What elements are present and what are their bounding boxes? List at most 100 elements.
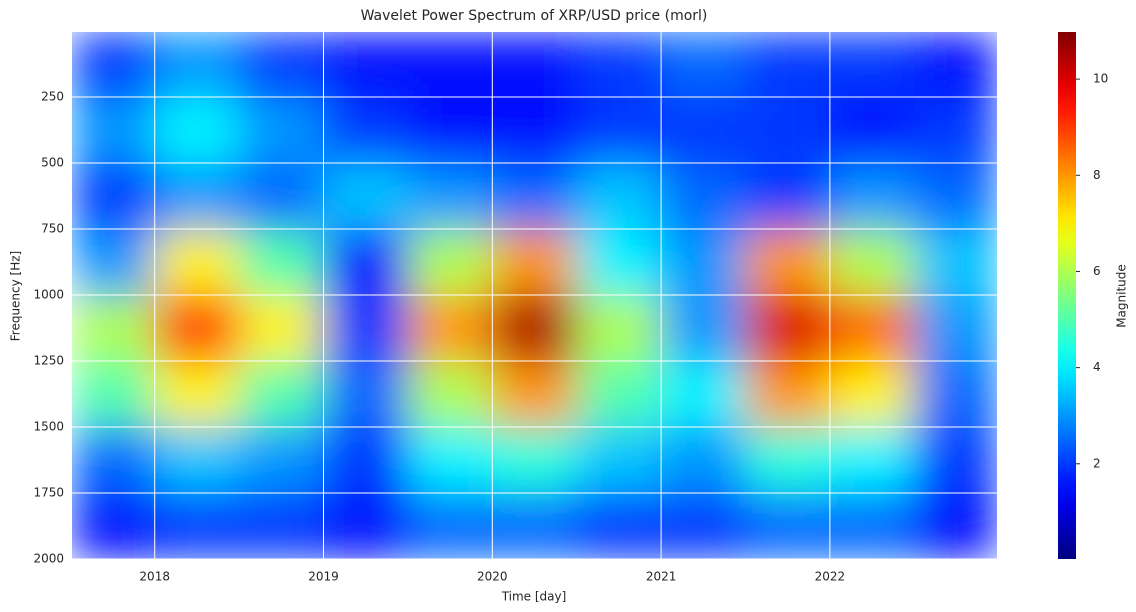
heatmap-cell [323, 32, 409, 98]
heatmap-cell [323, 492, 409, 559]
heatmap-cell [492, 162, 578, 230]
heatmap-cell [914, 492, 997, 559]
heatmap-cell [745, 162, 831, 230]
y-tick-label: 1500 [33, 419, 64, 433]
heatmap-cell [323, 294, 409, 362]
heatmap-cell [72, 32, 156, 98]
heatmap-cell [492, 228, 578, 296]
heatmap-cell [745, 228, 831, 296]
heatmap-cell [407, 360, 493, 428]
heatmap-cell [154, 96, 240, 164]
x-axis-label: Time [day] [501, 590, 567, 604]
x-tick-label: 2018 [139, 570, 170, 584]
heatmap-cell [239, 426, 325, 494]
y-tick-label: 2000 [33, 552, 64, 566]
heatmap-cell [492, 294, 578, 362]
heatmap-cell [914, 360, 997, 428]
heatmap-cell [829, 360, 915, 428]
x-tick-label: 2020 [477, 570, 508, 584]
heatmap-cell [72, 96, 156, 164]
heatmap-cell [323, 96, 409, 164]
heatmap-cell [492, 96, 578, 164]
heatmap-cell [661, 492, 746, 559]
heatmap-cell [72, 492, 156, 559]
heatmap-cell [492, 32, 578, 98]
heatmap-cell [407, 426, 493, 494]
heatmap-cell [829, 32, 915, 98]
y-tick-label: 1000 [33, 287, 64, 301]
heatmap-cell [407, 162, 493, 230]
colorbar-tick-label: 4 [1093, 360, 1101, 374]
heatmap-cell [914, 426, 997, 494]
heatmap-cell [914, 162, 997, 230]
x-tick-label: 2022 [815, 570, 846, 584]
heatmap-cell [239, 492, 325, 559]
heatmap-cell [576, 96, 662, 164]
heatmap-cell [407, 96, 493, 164]
plot-area [72, 32, 997, 559]
heatmap-cell [154, 360, 240, 428]
heatmap-cell [661, 228, 746, 296]
heatmap-cell [72, 294, 156, 362]
heatmap-cell [576, 492, 662, 559]
y-tick-label: 500 [41, 155, 64, 169]
heatmap-cell [407, 294, 493, 362]
colorbar-label: Magnitude [1115, 264, 1129, 328]
y-tick-label: 1750 [33, 485, 64, 499]
heatmap-cell [745, 360, 831, 428]
heatmap-cell [661, 96, 746, 164]
heatmap-cell [576, 360, 662, 428]
heatmap-cell [661, 32, 746, 98]
heatmap-cell [829, 162, 915, 230]
heatmap-cell [323, 360, 409, 428]
heatmap-cell [745, 96, 831, 164]
heatmap-cell [492, 426, 578, 494]
heatmap-cell [914, 294, 997, 362]
colorbar-tick-label: 8 [1093, 168, 1101, 182]
heatmap-cell [661, 162, 746, 230]
heatmap-cell [661, 294, 746, 362]
heatmap-cell [154, 228, 240, 296]
colorbar-tick-label: 6 [1093, 264, 1101, 278]
heatmap-cell [914, 32, 997, 98]
x-tick-label: 2019 [308, 570, 339, 584]
heatmap-cell [239, 32, 325, 98]
heatmap-cell [72, 426, 156, 494]
heatmap-cell [407, 492, 493, 559]
y-axis-label: Frequency [Hz] [9, 251, 23, 342]
heatmap-cell [492, 360, 578, 428]
heatmap-cell [829, 294, 915, 362]
heatmap-cell [745, 32, 831, 98]
heatmap-cell [661, 360, 746, 428]
heatmap-cell [239, 162, 325, 230]
y-tick-label: 1250 [33, 353, 64, 367]
grid [72, 32, 997, 560]
heatmap-cell [154, 492, 240, 559]
heatmap-cell [576, 228, 662, 296]
chart-title: Wavelet Power Spectrum of XRP/USD price … [361, 8, 708, 24]
heatmap-cell [323, 162, 409, 230]
heatmap-cell [829, 492, 915, 559]
heatmap-cell [576, 426, 662, 494]
heatmap-cell [914, 96, 997, 164]
heatmap-cell [72, 360, 156, 428]
heatmap-cell [154, 32, 240, 98]
heatmap-cell [72, 228, 156, 296]
heatmap-cell [239, 294, 325, 362]
y-tick-label: 250 [41, 89, 64, 103]
heatmap-cell [661, 426, 746, 494]
heatmap-cell [576, 32, 662, 98]
heatmap-cell [492, 492, 578, 559]
heatmap-cell [745, 492, 831, 559]
ticks: 2018 2019 2020 2021 2022 250 500 750 1000 1250 150… [33, 72, 1108, 584]
colorbar-tick-label: 10 [1093, 72, 1108, 86]
heatmap-cell [323, 228, 409, 296]
heatmap-cell [829, 426, 915, 494]
heatmap-cell [323, 426, 409, 494]
heatmap-cell [407, 32, 493, 98]
y-tick-label: 750 [41, 221, 64, 235]
colorbar [1058, 32, 1076, 559]
colorbar-tick-label: 2 [1093, 456, 1101, 470]
heatmap-cell [72, 162, 156, 230]
